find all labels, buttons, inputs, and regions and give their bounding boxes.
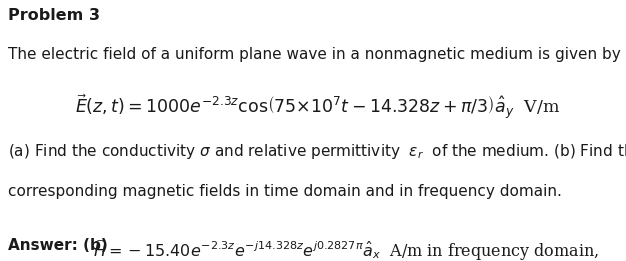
Text: Answer: (b): Answer: (b) — [8, 238, 108, 252]
Text: The electric field of a uniform plane wave in a nonmagnetic medium is given by: The electric field of a uniform plane wa… — [8, 47, 621, 62]
Text: corresponding magnetic fields in time domain and in frequency domain.: corresponding magnetic fields in time do… — [8, 184, 562, 199]
Text: Problem 3: Problem 3 — [8, 8, 100, 23]
Text: $\vec{E}(z,t)=1000e^{-2.3z}\cos\!\left(75{\times}10^7t-14.328z+\pi/3\right)\hat{: $\vec{E}(z,t)=1000e^{-2.3z}\cos\!\left(7… — [75, 93, 560, 121]
Text: (a) Find the conductivity $\sigma$ and relative permittivity  $\varepsilon_r$  o: (a) Find the conductivity $\sigma$ and r… — [8, 142, 626, 161]
Text: $\vec{H}=-15.40e^{-2.3z}e^{-j14.328z}e^{j0.2827\pi}\hat{a}_x$  A/m in frequency : $\vec{H}=-15.40e^{-2.3z}e^{-j14.328z}e^{… — [93, 238, 599, 261]
